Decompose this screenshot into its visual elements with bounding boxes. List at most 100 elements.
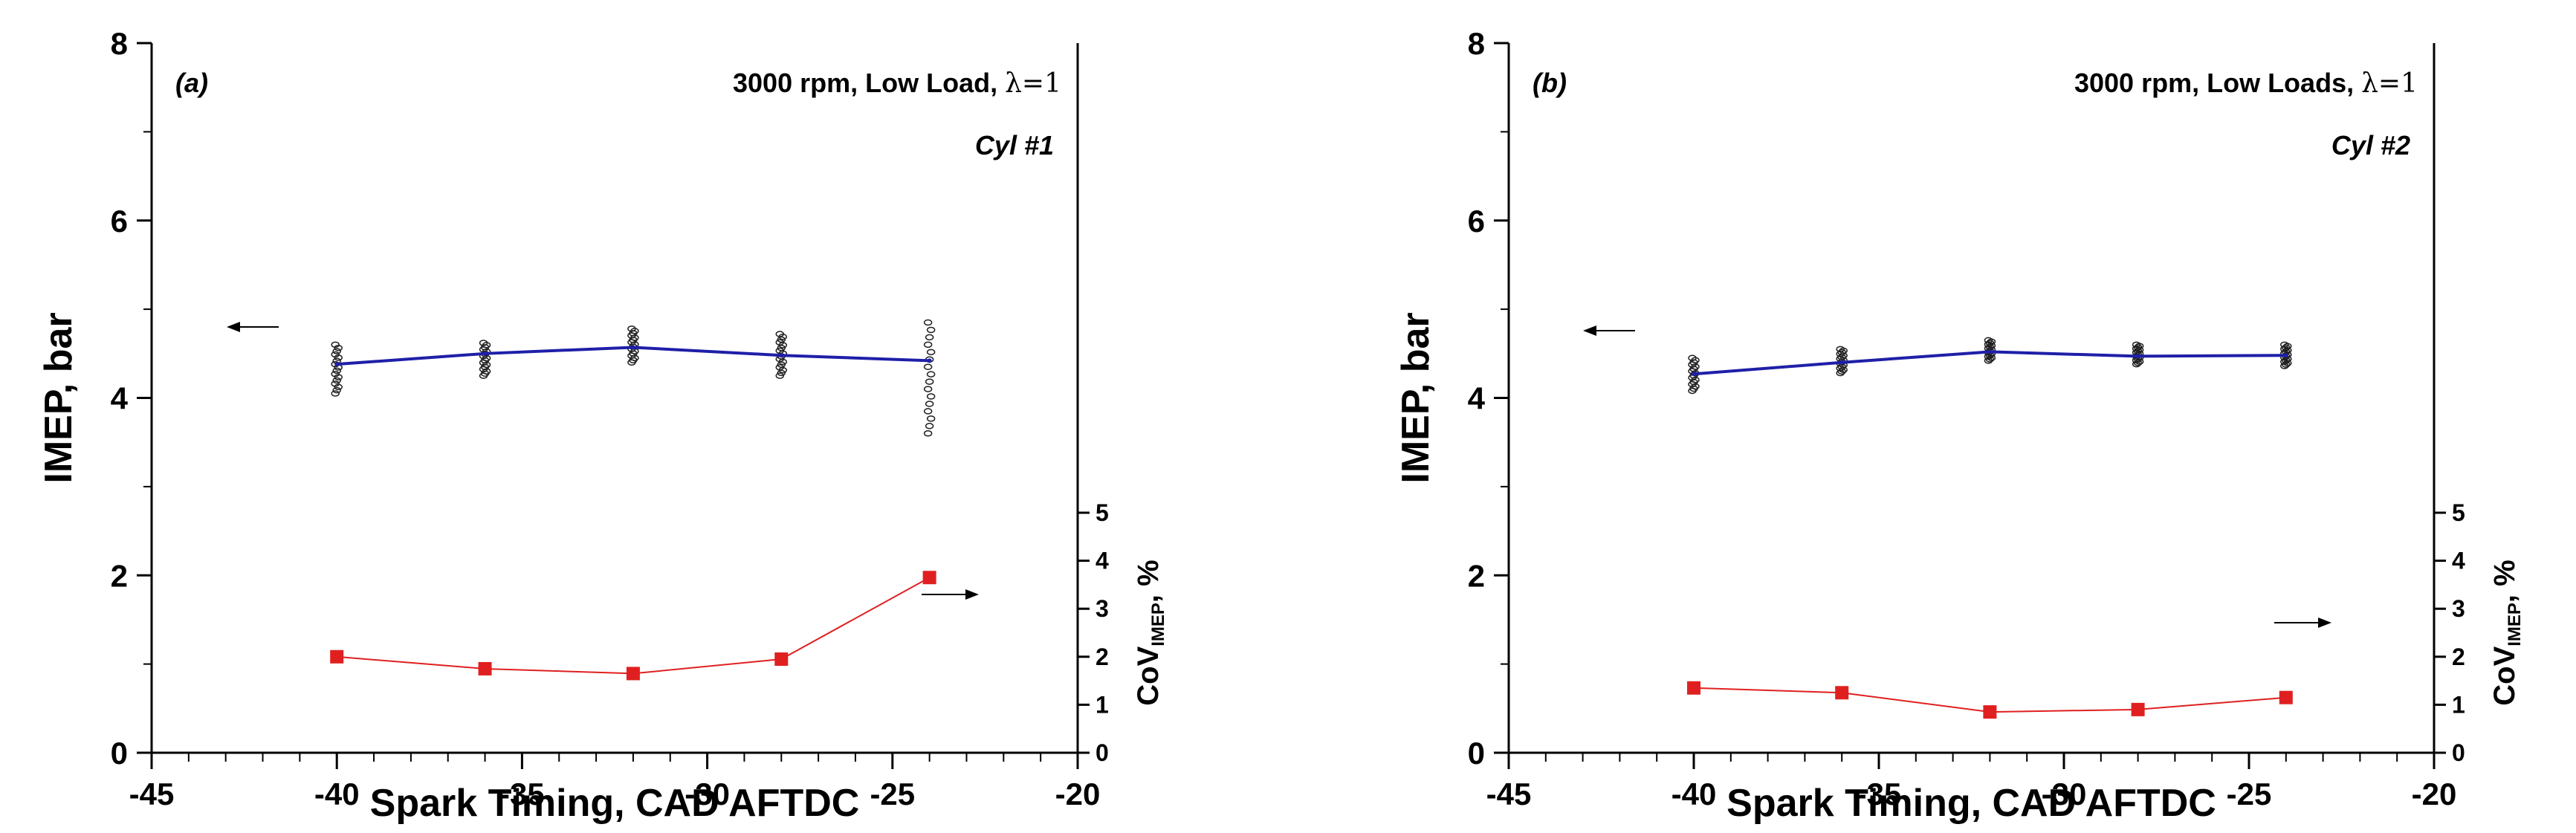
imep-data-point (2135, 354, 2140, 359)
y2-tick-label: 1 (1096, 691, 1109, 718)
y-axis-title: IMEP, bar (37, 312, 80, 483)
cycle-scatter-point (926, 326, 936, 334)
y-tick-label: 2 (1468, 558, 1485, 593)
cycle-scatter-point (923, 341, 933, 349)
y-tick-label: 8 (111, 26, 128, 61)
y2-tick-label: 3 (1096, 595, 1109, 622)
y-tick-label: 0 (1468, 736, 1485, 771)
cycle-scatter-point (775, 372, 785, 379)
cycle-scatter-point (775, 364, 785, 371)
cycle-scatter-point (925, 378, 934, 385)
cov-data-point (1687, 681, 1700, 695)
cov-data-point (1983, 705, 1997, 719)
y-tick-label: 0 (111, 736, 128, 771)
imep-data-point (482, 351, 488, 356)
cycle-scatter-point (926, 415, 936, 422)
cycle-scatter-point (2282, 361, 2291, 368)
cycle-scatter-point (332, 367, 341, 375)
cov-data-point (1835, 686, 1849, 700)
imep-data-point (927, 358, 932, 363)
y-tick-label: 6 (111, 204, 128, 239)
right-arrow-head (2318, 618, 2331, 628)
left-arrow-head (227, 322, 240, 332)
cycle-scatter-point (775, 347, 785, 354)
x-tick-label: -20 (2412, 777, 2457, 811)
chart-panel-a: -45 -40 -35 -30 -25 -20 0 2 4 6 8 0 1 2 3 4 5 Spark Timin… (37, 26, 1168, 825)
y2-title-main: CoV (2488, 646, 2521, 705)
y-tick-label: 2 (111, 558, 128, 593)
cov-data-point (922, 571, 936, 585)
condition-suffix: =1 (1022, 68, 1061, 99)
panel-label: (a) (175, 68, 208, 98)
x-axis-title: Spark Timing, CAD AFTDC (370, 782, 860, 825)
y2-tick-label: 5 (1096, 499, 1109, 526)
cycle-scatter-point (1688, 354, 1697, 362)
cov-data-point (774, 652, 789, 667)
imep-data-point (1839, 360, 1845, 365)
cov-data-point (2131, 702, 2145, 716)
y2-title-sub: IMEP (2505, 603, 2525, 646)
cycle-scatter-point (925, 423, 934, 430)
cycle-scatter-point (926, 393, 936, 400)
cycle-scatter-point (1836, 346, 1845, 353)
x-tick-label: -45 (1486, 777, 1532, 811)
condition-annotation: 3000 rpm, Low Loads, λ=1 (2074, 68, 2418, 99)
cov-data-point (2279, 690, 2293, 704)
cycle-scatter-point (923, 386, 933, 392)
y2-title-sub: IMEP (1148, 603, 1168, 646)
y-tick-label: 4 (111, 381, 129, 416)
x-tick-label: -35 (499, 777, 545, 811)
cycle-scatter-point (331, 380, 340, 387)
cycle-scatter-point (334, 383, 343, 391)
cycle-scatter-point (1984, 337, 1993, 344)
cycle-scatter-point (925, 401, 934, 407)
y2-axis-title: CoVIMEP, % (1132, 560, 1168, 705)
cov-data-point (330, 649, 344, 664)
cycle-scatter-point (923, 319, 933, 326)
y2-tick-label: 2 (1096, 644, 1109, 670)
y2-tick-label: 2 (2452, 644, 2465, 670)
cov-series-line (337, 577, 931, 675)
cycle-scatter-point (331, 341, 340, 349)
cycle-scatter-point (331, 351, 340, 358)
x-tick-label: -35 (1857, 777, 1902, 811)
cycle-scatter-point (926, 349, 936, 356)
cycle-scatter-point (925, 334, 934, 341)
condition-suffix: =1 (2378, 68, 2418, 99)
condition-prefix: 3000 rpm, Low Load, (733, 68, 1005, 98)
y2-axis-title: CoVIMEP, % (2488, 560, 2525, 705)
cylinder-annotation: Cyl #2 (2331, 130, 2410, 161)
cycle-scatter-point (1985, 340, 1995, 346)
cycle-scatter-point (926, 371, 936, 377)
cylinder-annotation: Cyl #1 (975, 130, 1054, 161)
condition-prefix: 3000 rpm, Low Loads, (2074, 68, 2361, 98)
x-tick-label: -25 (2227, 777, 2272, 811)
cycle-scatter-point (775, 331, 785, 337)
cycle-scatter-point (2282, 344, 2291, 351)
cycle-scatter-point (923, 430, 933, 437)
cycle-scatter-point (332, 386, 341, 394)
y2-tick-label: 5 (2452, 499, 2465, 526)
condition-annotation: 3000 rpm, Low Load, λ=1 (733, 68, 1061, 99)
cycle-scatter-point (332, 377, 341, 384)
y2-tick-label: 4 (1096, 548, 1109, 574)
x-tick-label: -40 (314, 777, 360, 811)
y-tick-label: 8 (1468, 26, 1485, 61)
y2-tick-label: 0 (1096, 739, 1109, 766)
x-tick-label: -40 (1672, 777, 1717, 811)
cycle-scatter-point (331, 371, 340, 377)
imep-data-point (630, 345, 635, 350)
cycle-scatter-point (2132, 341, 2141, 349)
y2-tick-label: 0 (2452, 739, 2465, 766)
cycle-scatter-point (334, 345, 343, 351)
imep-data-point (334, 362, 340, 367)
lambda-symbol: λ (1005, 68, 1022, 99)
y2-tick-label: 4 (2452, 548, 2465, 574)
y2-tick-label: 3 (2452, 595, 2465, 622)
y2-title-unit: , % (1132, 560, 1165, 603)
y2-tick-label: 1 (2452, 691, 2465, 718)
cycle-scatter-point (923, 408, 933, 415)
imep-data-point (1987, 349, 1993, 354)
left-arrow-head (1583, 325, 1596, 336)
